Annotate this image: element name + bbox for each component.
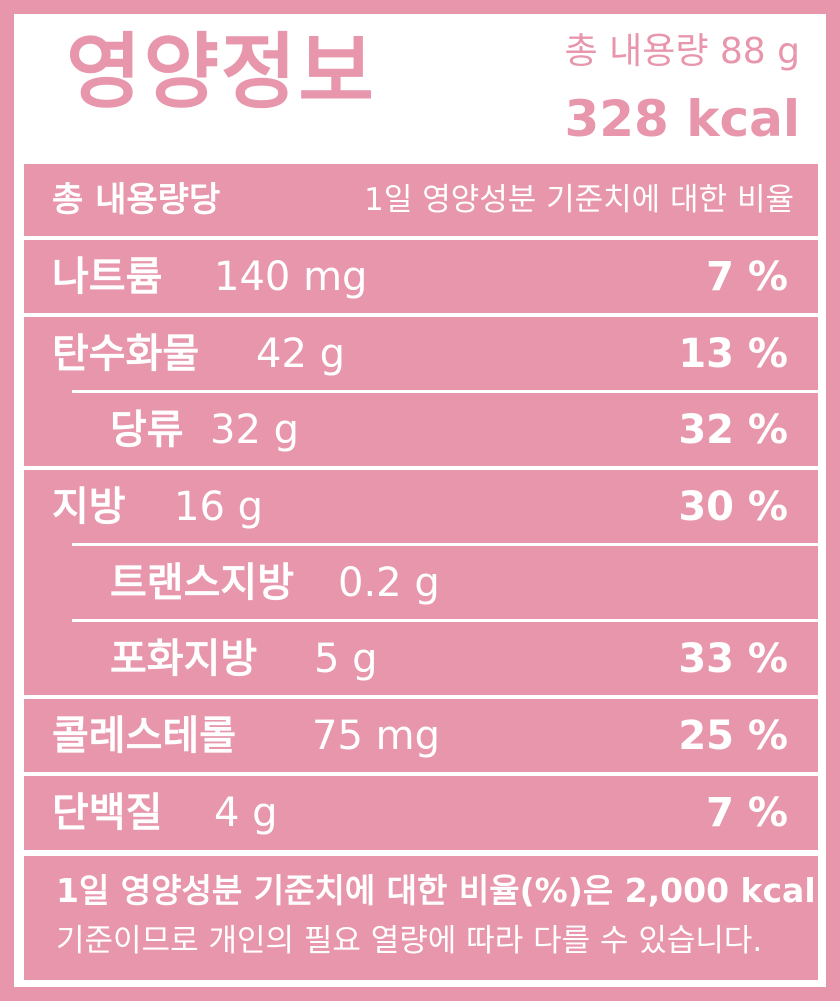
footnote-line-1: 1일 영양성분 기준치에 대한 비율(%)은 2,000 kcal [56, 871, 816, 910]
nutrient-amount: 42 g [256, 331, 346, 377]
divider [24, 772, 818, 776]
sub-divider [72, 543, 818, 546]
nutrient-row-fat: 지방 16 g 30 % [24, 473, 818, 541]
nutrient-name: 포화지방 [110, 636, 258, 682]
nutrient-amount: 32 g [210, 407, 300, 453]
nutrient-percent: 7 % [706, 790, 788, 836]
divider [24, 466, 818, 470]
footnote: 1일 영양성분 기준치에 대한 비율(%)은 2,000 kcal 기준이므로 … [24, 856, 818, 980]
nutrient-name: 지방 [52, 484, 126, 530]
nutrient-name: 콜레스테롤 [52, 713, 236, 759]
nutrient-row-carbohydrate: 탄수화물 42 g 13 % [24, 320, 818, 388]
nutrient-name: 당류 [110, 407, 184, 453]
nutrient-name: 탄수화물 [52, 331, 200, 377]
nutrient-amount: 0.2 g [338, 560, 440, 606]
nutrition-table [24, 164, 818, 856]
nutrient-amount: 5 g [314, 636, 378, 682]
nutrient-row-sugars: 당류 32 g 32 % [24, 396, 818, 464]
label-header: 영양정보 총 내용량 88 g 328 kcal [14, 14, 826, 164]
nutrient-percent: 13 % [678, 331, 788, 377]
nutrient-percent: 30 % [678, 484, 788, 530]
sub-divider [72, 390, 818, 393]
nutrient-row-sodium: 나트륨 140 mg 7 % [24, 243, 818, 311]
nutrient-name: 나트륨 [52, 254, 163, 300]
nutrient-name: 트랜스지방 [110, 560, 294, 606]
daily-value-label: 1일 영양성분 기준치에 대한 비율 [364, 182, 794, 218]
nutrient-amount: 75 mg [312, 713, 440, 759]
per-serving-label: 총 내용량당 [52, 180, 221, 220]
divider [24, 236, 818, 240]
divider [24, 850, 818, 856]
table-header-row: 총 내용량당 1일 영양성분 기준치에 대한 비율 [24, 166, 818, 234]
nutrient-row-saturated-fat: 포화지방 5 g 33 % [24, 625, 818, 693]
nutrient-name: 단백질 [52, 790, 163, 836]
total-calories: 328 kcal [564, 90, 800, 148]
sub-divider [72, 619, 818, 622]
nutrient-row-cholesterol: 콜레스테롤 75 mg 25 % [24, 702, 818, 770]
nutrient-row-trans-fat: 트랜스지방 0.2 g [24, 549, 818, 617]
nutrient-percent: 33 % [678, 636, 788, 682]
divider [24, 695, 818, 699]
nutrient-amount: 16 g [174, 484, 264, 530]
divider [24, 313, 818, 317]
total-amount: 총 내용량 88 g [564, 31, 800, 72]
nutrient-row-protein: 단백질 4 g 7 % [24, 779, 818, 847]
nutrient-percent: 32 % [678, 407, 788, 453]
nutrient-percent: 25 % [678, 713, 788, 759]
nutrient-amount: 140 mg [214, 254, 368, 300]
label-title: 영양정보 [66, 25, 376, 120]
nutrient-percent: 7 % [706, 254, 788, 300]
nutrient-amount: 4 g [214, 790, 278, 836]
footnote-line-2: 기준이므로 개인의 필요 열량에 따라 다를 수 있습니다. [56, 923, 763, 959]
